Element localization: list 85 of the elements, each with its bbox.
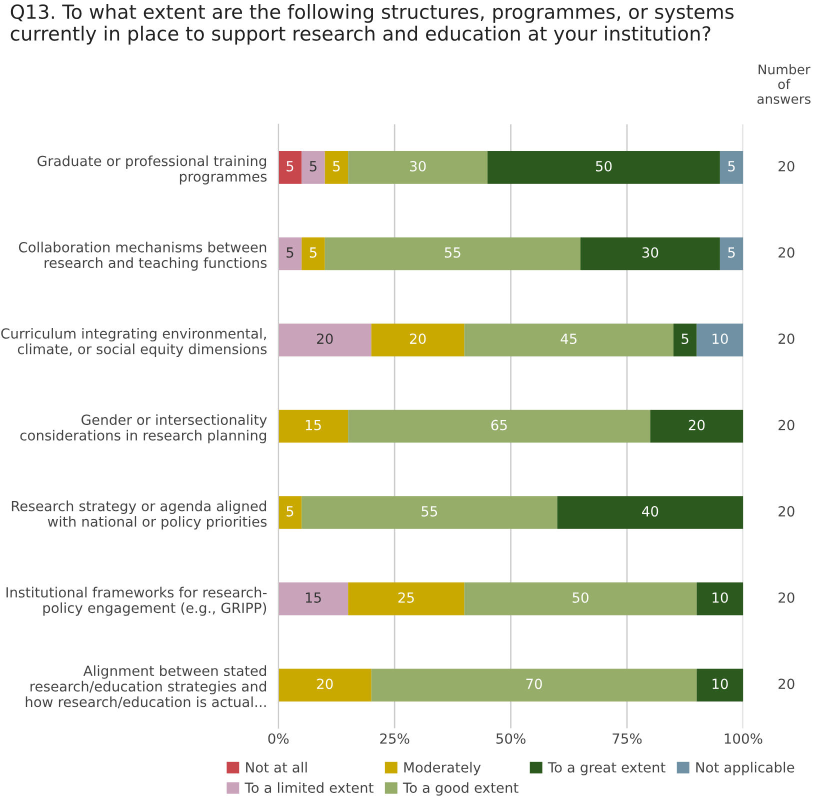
x-tick-label: 0% — [268, 733, 289, 744]
data-label: 5 — [310, 247, 316, 258]
data-label: 5 — [728, 247, 735, 258]
legend-label: Not applicable — [696, 762, 794, 776]
data-label: 65 — [491, 420, 507, 430]
bar — [278, 410, 348, 443]
data-label: 10 — [712, 678, 728, 690]
bar — [348, 151, 488, 184]
data-label: 5 — [286, 247, 294, 258]
bar — [278, 496, 302, 529]
bar — [324, 151, 348, 184]
y-tick-label: Graduate or professional training programmes — [38, 155, 267, 184]
legend-label: Moderately — [404, 762, 481, 776]
data-label: 5 — [310, 161, 316, 172]
text: 20 — [778, 506, 794, 517]
bar — [720, 151, 744, 184]
bar — [348, 582, 464, 616]
bar — [673, 324, 697, 356]
x-tick-label: 100% — [724, 733, 762, 744]
bar — [557, 496, 744, 529]
bar — [696, 668, 744, 702]
bar — [278, 324, 372, 356]
y-tick-label: Gender or intersectionality considerations in research planning — [20, 414, 267, 444]
data-label: 10 — [712, 334, 728, 344]
data-label: 15 — [306, 592, 321, 603]
text: 20 — [778, 678, 794, 690]
bar — [464, 324, 674, 356]
y-tick-label: Alignment between stated research/education strategies and how research/education is actual... — [26, 665, 266, 708]
bar — [348, 410, 650, 443]
bar — [278, 237, 302, 270]
bar — [720, 237, 744, 270]
text: 20 — [778, 334, 794, 344]
data-label: 30 — [642, 247, 658, 258]
bar — [302, 496, 558, 529]
x-tick-label: 50% — [496, 733, 526, 744]
data-label: 20 — [410, 334, 426, 344]
bar — [696, 324, 744, 356]
bar — [371, 324, 464, 356]
y-tick-label: Curriculum integrating environmental, climate, or social equity dimensions — [1, 328, 267, 357]
text: 20 — [778, 247, 794, 258]
legend-label: To a good extent — [402, 782, 518, 796]
data-label: 70 — [526, 678, 542, 690]
chart-title: Q13. To what extent are the following structures, programmes, or systems currently in place to support research and education at your institution? — [10, 4, 734, 45]
bar — [650, 410, 744, 443]
text: 20 — [778, 592, 794, 603]
data-label: 50 — [572, 592, 588, 603]
data-label: 55 — [444, 247, 460, 258]
data-label: 25 — [398, 592, 414, 603]
data-label: 5 — [682, 334, 688, 344]
data-label: 45 — [560, 334, 577, 344]
legend-label: Not at all — [246, 762, 307, 773]
bar — [278, 151, 302, 184]
legend-label: To a limited extent — [244, 782, 374, 793]
data-label: 5 — [728, 161, 735, 172]
bar — [464, 582, 697, 616]
bar — [302, 151, 325, 184]
data-label: 20 — [317, 334, 333, 344]
bar — [278, 668, 372, 702]
bar — [324, 237, 581, 270]
text: 20 — [778, 160, 794, 172]
data-label: 20 — [688, 420, 705, 430]
data-label: 20 — [317, 678, 333, 690]
y-tick-label: Collaboration mechanisms between research and teaching functions — [18, 242, 267, 271]
data-label: 30 — [410, 160, 426, 172]
legend-label: To a great extent — [548, 762, 666, 776]
data-label: 50 — [596, 160, 612, 172]
data-label: 40 — [642, 506, 658, 517]
y-tick-label: Institutional frameworks for research- policy engagement (e.g., GRIPP) — [6, 586, 267, 616]
text: 20 — [778, 420, 794, 430]
y-tick-label: Research strategy or agenda aligned with national or policy priorities — [12, 500, 267, 530]
bar — [488, 151, 720, 184]
data-label: 5 — [286, 161, 294, 172]
bar — [580, 237, 720, 270]
bar — [696, 582, 744, 616]
bar — [278, 582, 348, 616]
data-label: 5 — [286, 506, 294, 517]
text: Number of answers — [757, 64, 811, 104]
x-tick-label: 25% — [380, 733, 410, 744]
x-tick-label: 75% — [612, 733, 642, 744]
bar — [371, 668, 697, 702]
data-label: 5 — [333, 161, 340, 172]
data-label: 55 — [422, 506, 438, 517]
data-label: 15 — [306, 420, 321, 430]
bar — [302, 237, 325, 270]
data-label: 10 — [712, 592, 728, 603]
